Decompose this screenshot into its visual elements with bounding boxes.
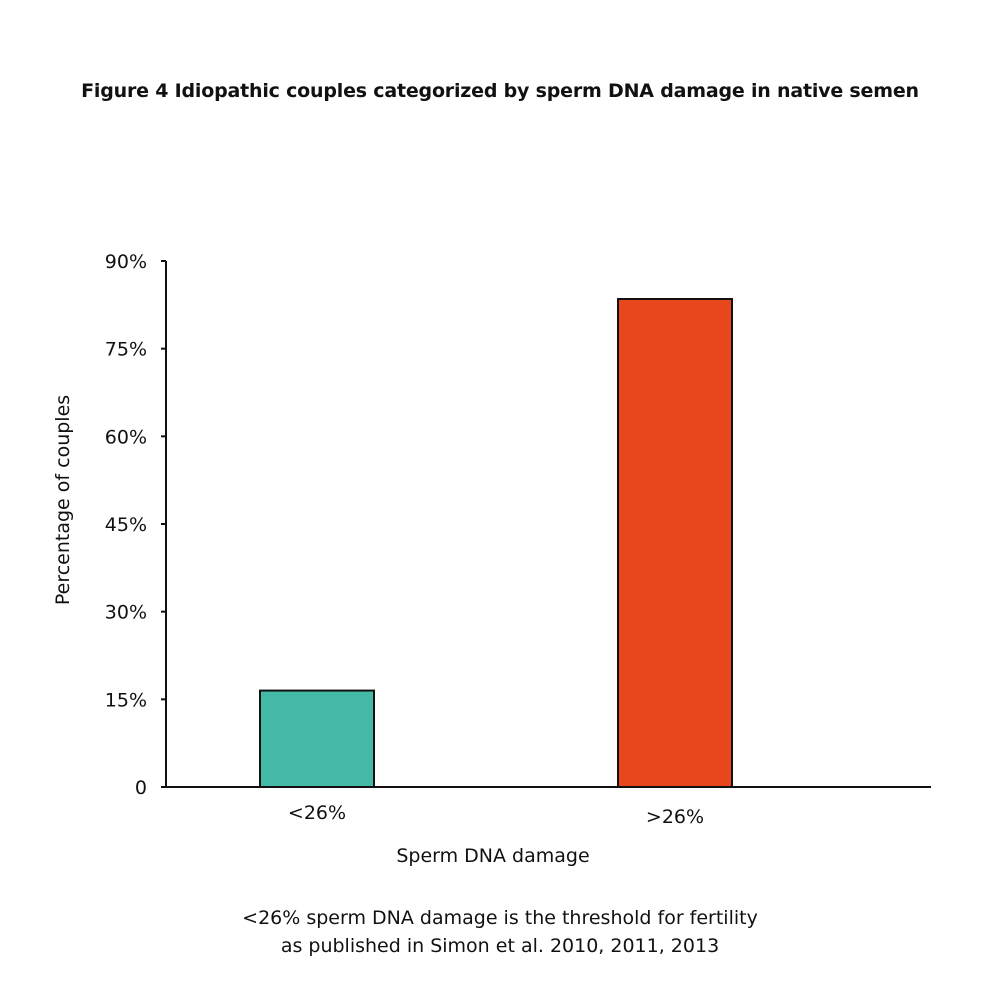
- y-tick-label-6: 75%: [105, 339, 147, 361]
- y-tick-label-7: 90%: [105, 251, 147, 273]
- y-tick-label-4: 45%: [105, 514, 147, 536]
- chart-title: Figure 4 Idiopathic couples categorized …: [81, 80, 919, 102]
- bar-2: [617, 297, 733, 788]
- y-axis-label: Percentage of couples: [52, 395, 74, 605]
- y-tick-label-1: 0: [135, 777, 147, 799]
- x-axis-label: Sperm DNA damage: [396, 845, 589, 867]
- x-tick-label-1: <26%: [288, 802, 346, 824]
- bar-1: [259, 689, 375, 788]
- y-tick-label-5: 60%: [105, 426, 147, 448]
- footnote-line-2: as published in Simon et al. 2010, 2011,…: [280, 935, 720, 957]
- footnote: <26% sperm DNA damage is the threshold f…: [0, 904, 1000, 960]
- x-tick-label-2: >26%: [646, 806, 704, 828]
- footnote-line-1: <26% sperm DNA damage is the threshold f…: [242, 907, 758, 929]
- y-tick-label-3: 30%: [105, 602, 147, 624]
- y-tick-label-2: 15%: [105, 689, 147, 711]
